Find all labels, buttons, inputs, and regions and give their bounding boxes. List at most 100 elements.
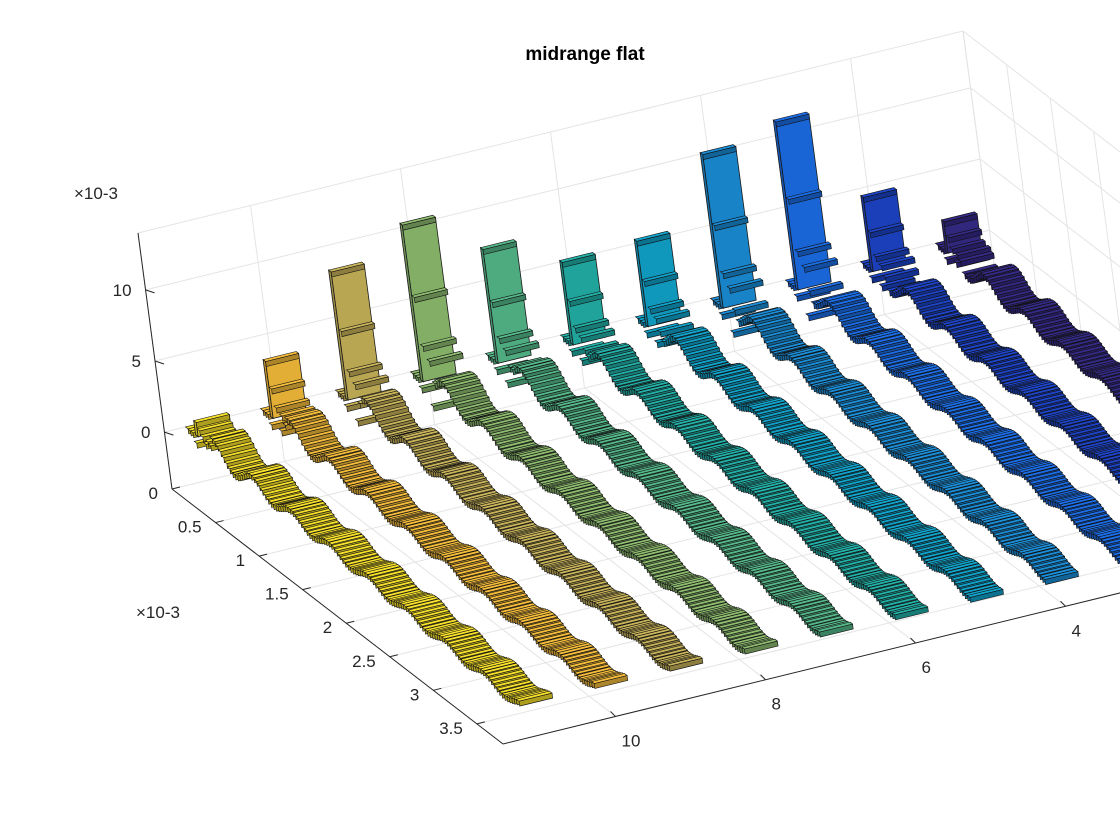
bar-top — [683, 345, 720, 357]
bar-top — [578, 668, 616, 680]
bar-top — [518, 360, 556, 372]
bar-top — [806, 615, 844, 627]
bar-top — [599, 436, 637, 448]
bar-top — [757, 408, 795, 420]
bar-top — [949, 323, 986, 335]
bar-top — [604, 524, 642, 536]
bar-top — [494, 516, 532, 527]
bar-top — [1093, 446, 1120, 456]
bar-top — [647, 298, 685, 310]
bar-top — [1103, 458, 1120, 465]
bar-top — [214, 435, 252, 447]
bar-top — [879, 512, 916, 524]
bar-top — [804, 532, 842, 544]
y-tick-label: 1 — [236, 551, 245, 570]
bar-top — [790, 350, 828, 361]
bar-top — [954, 412, 992, 424]
y-tick-mark — [302, 587, 311, 591]
bar-top — [951, 327, 989, 339]
bar-top — [987, 356, 1025, 368]
bar-top — [757, 489, 795, 501]
bar-top — [411, 441, 449, 453]
bar-top — [749, 399, 787, 410]
bar-top — [801, 609, 838, 620]
bar-top — [1100, 534, 1120, 542]
bar-top — [1112, 391, 1120, 396]
bar-top — [483, 416, 521, 428]
bar-top — [599, 517, 637, 529]
bar-top — [816, 621, 854, 633]
bar-top — [532, 628, 570, 640]
bar-top — [638, 386, 676, 398]
bar-top — [535, 551, 573, 563]
bar-top — [522, 451, 559, 463]
bar-top — [993, 284, 1031, 296]
bar-top — [411, 524, 449, 536]
bar-top — [328, 450, 366, 462]
bar-top — [997, 532, 1035, 544]
bar-top — [605, 361, 643, 372]
bar-top — [304, 440, 341, 452]
bar-top — [989, 521, 1027, 533]
bar-top — [723, 625, 761, 636]
bar-top — [479, 239, 517, 250]
bar-top — [730, 391, 768, 402]
series-3 — [772, 111, 1120, 565]
bar-top — [752, 401, 790, 413]
bar-top — [449, 388, 487, 400]
y-tick-label: 0 — [149, 484, 158, 503]
bar-top — [366, 394, 404, 406]
bar-top — [792, 598, 830, 610]
bar-top — [646, 480, 684, 492]
bar-top — [652, 407, 690, 419]
bar-top — [563, 569, 600, 581]
bar-top — [751, 483, 789, 494]
bar-top — [524, 369, 562, 381]
bar-top — [998, 452, 1036, 463]
bar-top — [496, 680, 533, 691]
bar-top — [399, 214, 437, 226]
bar-top — [838, 396, 876, 407]
bar-top — [452, 560, 490, 572]
bar-top — [882, 354, 920, 366]
bar-top — [323, 530, 360, 541]
box-edge — [137, 30, 964, 234]
bar-top — [288, 413, 326, 425]
bar-top — [582, 340, 620, 351]
bar-top — [912, 457, 950, 469]
bar-top — [1106, 382, 1120, 389]
bar-top — [666, 655, 703, 667]
bar-top — [417, 450, 454, 462]
bar-top — [763, 333, 801, 344]
bar-top — [418, 615, 456, 627]
bar-top — [1076, 436, 1113, 447]
bar-top — [945, 482, 983, 494]
bar-top — [485, 585, 523, 597]
bar-top — [991, 279, 1028, 291]
bar-top — [802, 367, 840, 378]
grid-line — [584, 387, 916, 644]
bar-top — [718, 456, 756, 468]
bar-top — [450, 475, 487, 487]
bar-top — [860, 187, 898, 198]
bar-top — [1022, 547, 1060, 559]
bar-top — [674, 499, 712, 510]
bar-top — [369, 488, 407, 499]
z-tick-mark — [164, 431, 174, 436]
bar-top — [594, 343, 631, 355]
z-exponent-label: ×10-3 — [74, 184, 118, 203]
bar-top — [443, 630, 481, 642]
bar-top — [515, 690, 553, 702]
bar-top — [790, 434, 828, 446]
bar-top — [904, 528, 941, 540]
y-tick-mark — [171, 486, 181, 490]
bar-top — [728, 631, 766, 643]
bar-top — [754, 566, 792, 578]
bar-top — [333, 540, 371, 552]
bar-top — [446, 553, 484, 565]
bar-top — [345, 361, 383, 373]
bar-top — [731, 299, 769, 311]
bar-top — [563, 405, 601, 417]
bar-top — [570, 660, 608, 672]
y-tick-label: 2 — [323, 618, 332, 637]
